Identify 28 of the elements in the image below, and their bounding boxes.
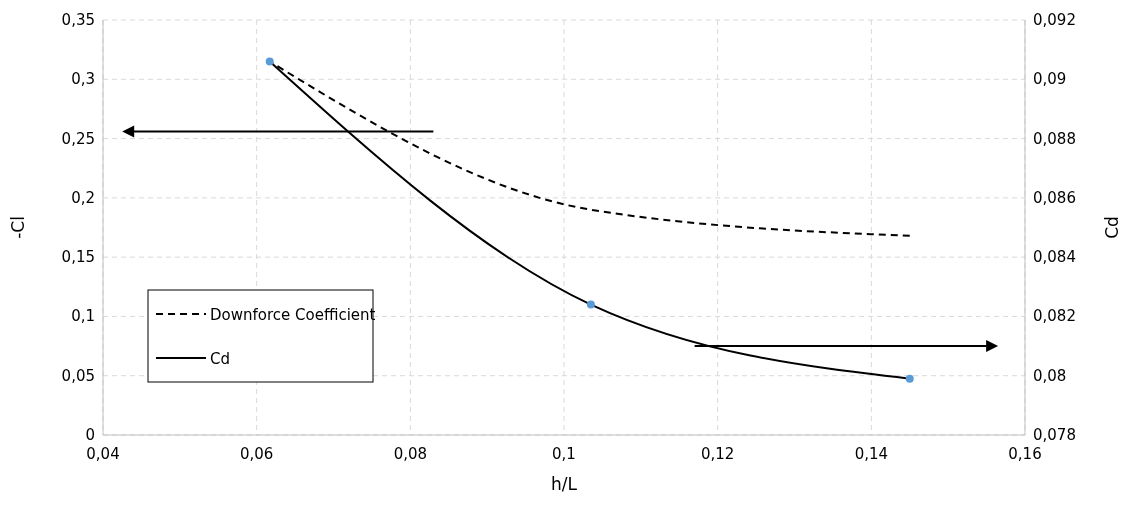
y2-tick-label: 0,092 [1033, 11, 1076, 29]
y-tick-label: 0,2 [71, 188, 95, 207]
x-tick-label: 0,12 [700, 445, 735, 463]
y-tick-label: 0 [85, 426, 95, 444]
y-tick-label: 0,3 [71, 70, 95, 89]
y-tick-label: 0,15 [61, 248, 95, 267]
x-axis-title: h/L [551, 474, 578, 494]
y2-tick-label: 0,084 [1033, 248, 1076, 267]
y-tick-label: 0,05 [61, 366, 95, 385]
x-tick-label: 0,1 [552, 445, 576, 463]
legend-label: Downforce Coefficient [210, 306, 376, 324]
y-tick-label: 0,25 [61, 129, 95, 148]
y-tick-label: 0,1 [71, 307, 95, 326]
y-tick-label: 0,35 [61, 11, 95, 29]
legend-label: Cd [210, 350, 230, 368]
x-tick-label: 0,04 [86, 445, 120, 463]
x-tick-label: 0,06 [239, 445, 274, 463]
y2-tick-label: 0,088 [1033, 129, 1076, 148]
y2-tick-label: 0,078 [1033, 426, 1076, 444]
y2-tick-label: 0,08 [1033, 366, 1067, 385]
y2-tick-label: 0,09 [1033, 70, 1067, 89]
x-tick-label: 0,16 [1008, 445, 1042, 463]
y2-tick-label: 0,086 [1033, 188, 1076, 207]
y-axis-title: -Cl [8, 216, 28, 239]
y2-tick-label: 0,082 [1033, 307, 1076, 326]
x-tick-label: 0,08 [393, 445, 428, 463]
y2-axis-title: Cd [1102, 216, 1122, 239]
x-tick-label: 0,14 [854, 445, 889, 463]
